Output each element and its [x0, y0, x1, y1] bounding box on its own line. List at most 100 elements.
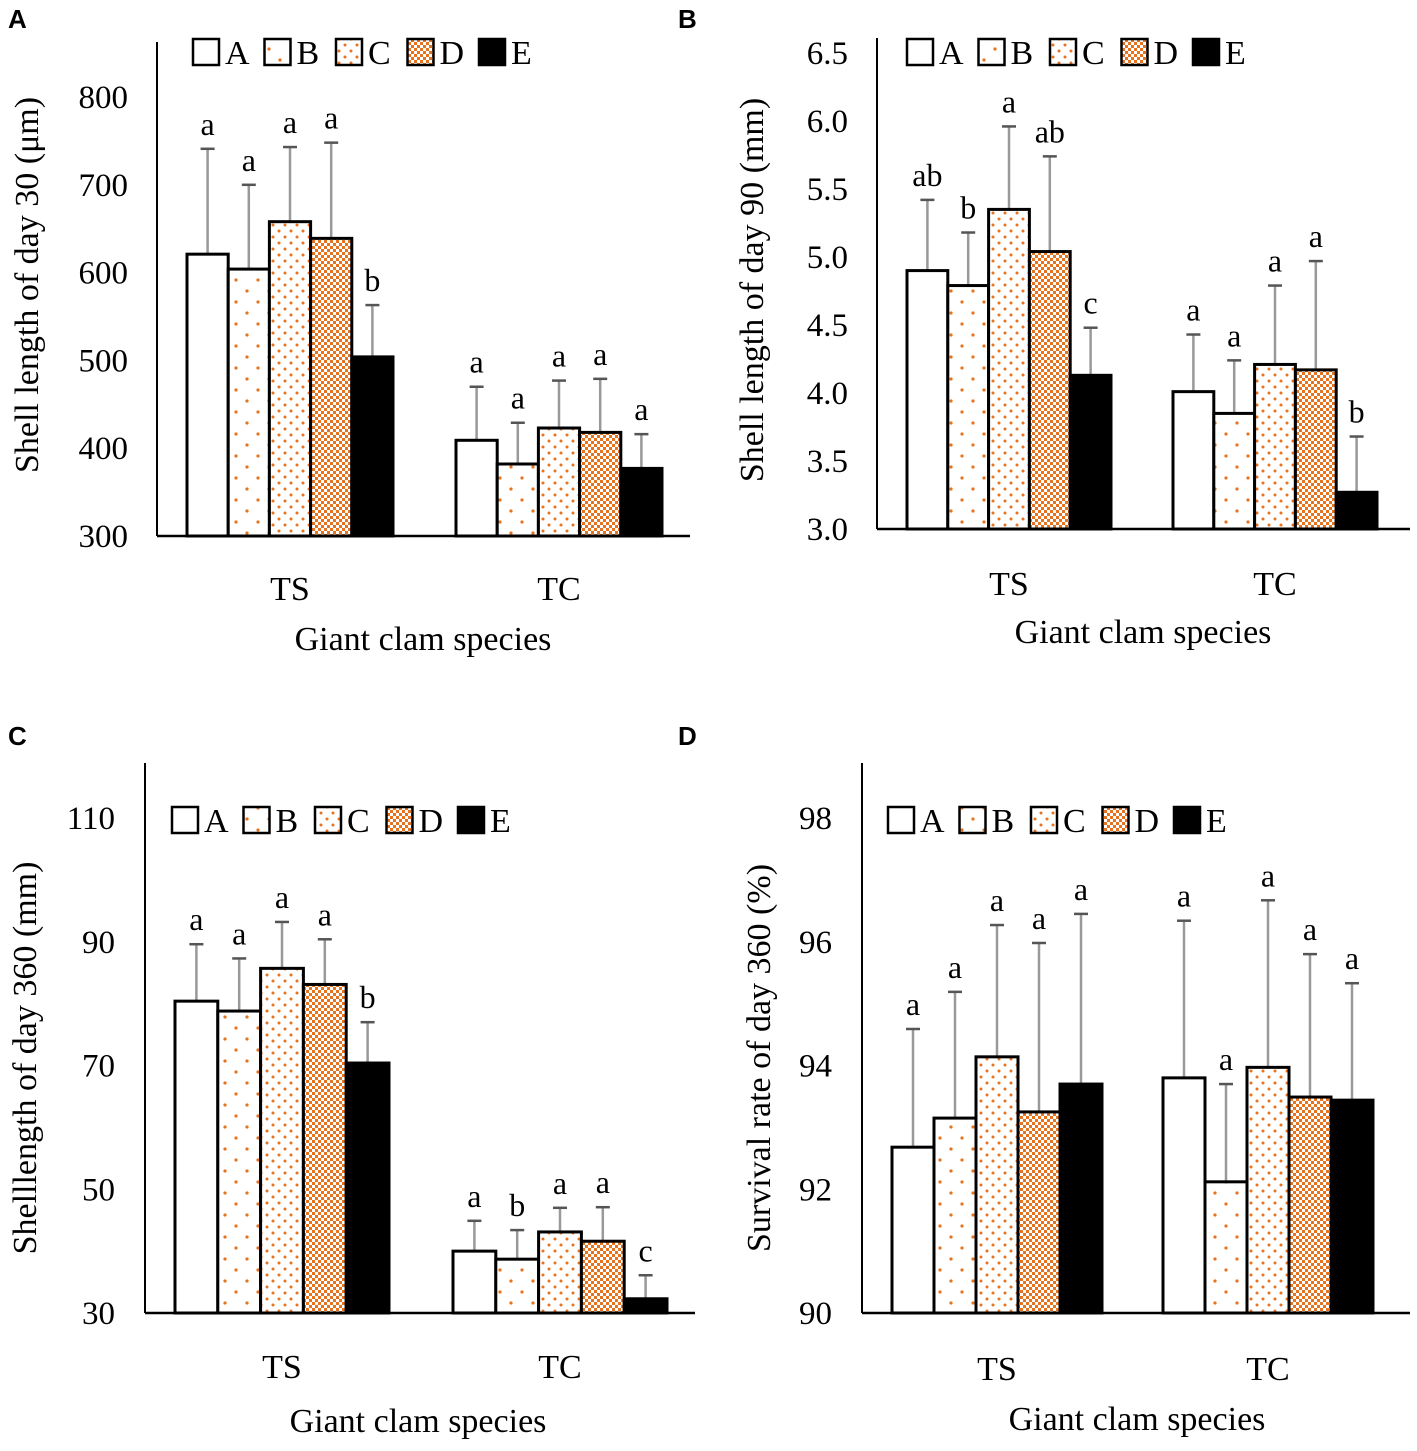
bar-d-ts: [301, 982, 348, 1315]
legend-label: B: [297, 35, 320, 72]
bar-c-tc: [1245, 1065, 1291, 1315]
legend-label: A: [225, 35, 250, 72]
legend-label: A: [939, 35, 964, 72]
significance-letter: b: [360, 979, 376, 1015]
legend-label: E: [1206, 803, 1227, 840]
y-tick-label: 98: [799, 801, 832, 837]
significance-letter: a: [553, 1165, 567, 1201]
x-tick-label: TC: [1246, 1351, 1289, 1388]
x-tick-label: TS: [977, 1351, 1017, 1388]
x-axis-title: Giant clam species: [290, 1403, 547, 1440]
y-tick-label: 96: [799, 925, 832, 961]
x-tick-label: TC: [537, 571, 580, 608]
significance-letter: a: [1032, 900, 1046, 936]
y-tick-label: 400: [79, 431, 129, 467]
significance-letter: a: [634, 391, 648, 427]
x-axis-title: Giant clam species: [295, 621, 552, 658]
y-tick-label: 5.5: [807, 172, 848, 208]
bar-b-ts: [216, 1009, 263, 1315]
significance-letter: a: [1309, 218, 1323, 254]
legend-label: D: [419, 803, 444, 840]
bar-e-ts: [1058, 1082, 1104, 1315]
bar-e-ts: [350, 355, 395, 538]
legend-swatch-c: [1029, 805, 1059, 835]
legend: A B C D E: [191, 35, 532, 72]
bar-c-tc: [537, 1230, 583, 1315]
y-axis-title: Shell length of day 30 (μm): [9, 97, 46, 473]
significance-letter: b: [364, 262, 380, 298]
legend-label: C: [1082, 35, 1105, 72]
panel-label-c: C: [8, 721, 27, 751]
legend-label: D: [440, 35, 465, 72]
significance-letter: a: [200, 106, 214, 142]
chart-panel-a: 300 400 500 600 700 800 Shell length of day 30…: [9, 35, 690, 658]
bar-d-tc: [579, 1239, 626, 1315]
legend: A B C D E: [170, 803, 511, 840]
legend-label: C: [347, 803, 370, 840]
significance-letter: b: [1349, 394, 1365, 430]
bar-e-ts: [1068, 373, 1113, 531]
legend-label: E: [511, 35, 532, 72]
legend-label: B: [276, 803, 299, 840]
legend-swatch-d: [1101, 805, 1130, 835]
bar-c-tc: [1253, 362, 1297, 531]
legend-swatch-a: [191, 37, 221, 67]
x-tick-label: TC: [1253, 566, 1296, 603]
x-axis-title: Giant clam species: [1009, 1401, 1266, 1438]
bar-c-ts: [987, 207, 1031, 531]
y-tick-label: 4.5: [807, 308, 848, 344]
bar-d-tc: [1287, 1095, 1333, 1315]
bar-d-tc: [578, 430, 623, 538]
significance-letter: a: [275, 879, 289, 915]
y-tick-label: 3.5: [807, 444, 848, 480]
significance-letter: a: [283, 104, 297, 140]
significance-letter: a: [469, 344, 483, 380]
significance-letter: a: [324, 100, 338, 136]
significance-letter: a: [1268, 243, 1282, 279]
bar-e-tc: [619, 466, 664, 538]
legend-label: E: [490, 803, 511, 840]
significance-letter: a: [1261, 857, 1275, 893]
significance-letter: a: [593, 336, 607, 372]
legend-swatch-c: [1048, 37, 1078, 67]
significance-letter: a: [1227, 317, 1241, 353]
legend-swatch-e: [477, 37, 507, 67]
significance-letter: a: [1303, 911, 1317, 947]
y-axis-title: Shell length of day 90 (mm): [734, 98, 771, 482]
legend: A B C D E: [886, 803, 1227, 840]
significance-letter: ab: [1035, 113, 1065, 149]
legend-label: E: [1225, 35, 1246, 72]
legend-label: C: [368, 35, 391, 72]
bar-b-tc: [495, 462, 540, 538]
significance-letter: a: [948, 949, 962, 985]
bar-a-tc: [1171, 390, 1216, 531]
y-tick-label: 50: [82, 1172, 115, 1208]
chart-panel-b: 3.0 3.5 4.0 4.5 5.0 5.5 6.0 6.5 Shell length of …: [734, 35, 1410, 651]
y-axis-title: Shelllength of day 360 (mm): [7, 862, 44, 1255]
significance-letter: a: [1186, 292, 1200, 328]
bar-a-ts: [905, 269, 950, 531]
significance-letter: b: [509, 1187, 525, 1223]
bar-a-tc: [454, 438, 499, 538]
legend-label: D: [1154, 35, 1179, 72]
significance-letter: a: [1345, 940, 1359, 976]
y-tick-label: 300: [79, 519, 129, 555]
y-tick-label: 90: [799, 1296, 832, 1332]
y-tick-label: 92: [799, 1172, 832, 1208]
significance-letter: a: [1177, 878, 1191, 914]
bar-a-tc: [451, 1249, 498, 1315]
legend-label: D: [1135, 803, 1160, 840]
y-tick-label: 800: [79, 80, 129, 116]
y-tick-label: 3.0: [807, 512, 848, 548]
significance-letter: a: [906, 986, 920, 1022]
y-tick-label: 6.0: [807, 104, 848, 140]
bar-d-ts: [1016, 1110, 1062, 1315]
y-tick-label: 6.5: [807, 36, 848, 72]
panel-label-a: A: [8, 4, 27, 34]
x-tick-label: TC: [538, 1349, 581, 1386]
legend-swatch-e: [456, 805, 486, 835]
bar-c-ts: [259, 966, 305, 1315]
panel-label-b: B: [678, 4, 697, 34]
